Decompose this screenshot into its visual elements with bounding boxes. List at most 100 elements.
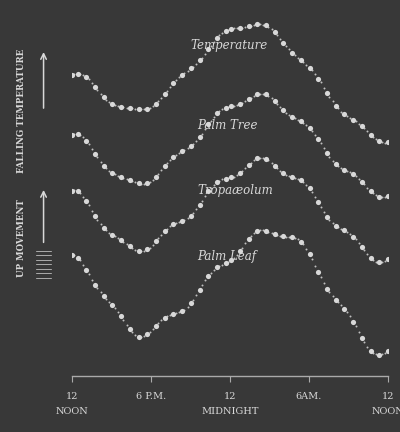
Point xyxy=(303,181,310,188)
Point xyxy=(309,67,315,74)
Point xyxy=(118,313,124,320)
Point xyxy=(291,234,298,241)
Point xyxy=(135,105,142,112)
Point xyxy=(344,167,350,174)
Point xyxy=(135,247,142,254)
Point xyxy=(179,148,185,155)
Point xyxy=(132,246,138,253)
Point xyxy=(176,149,182,156)
Point xyxy=(309,256,315,263)
Point xyxy=(298,57,304,64)
Point xyxy=(254,228,260,235)
Point xyxy=(338,164,344,171)
Point xyxy=(385,192,391,199)
Text: MIDNIGHT: MIDNIGHT xyxy=(201,407,259,416)
Point xyxy=(69,251,75,258)
Point xyxy=(184,215,191,222)
Point xyxy=(350,171,356,178)
Point xyxy=(162,228,168,235)
Point xyxy=(153,238,159,245)
Point xyxy=(385,139,391,146)
Point xyxy=(373,258,379,265)
Point xyxy=(237,169,243,176)
Point xyxy=(144,180,150,187)
Point xyxy=(283,109,289,116)
Point xyxy=(361,339,368,346)
Point xyxy=(315,75,322,82)
Point xyxy=(230,173,237,180)
Point xyxy=(260,227,266,234)
Point xyxy=(80,72,86,79)
Point xyxy=(260,21,266,28)
Point xyxy=(100,292,107,299)
Point xyxy=(332,222,339,229)
Point xyxy=(83,267,90,273)
Point xyxy=(135,333,142,340)
Point xyxy=(274,100,280,107)
Point xyxy=(312,262,318,269)
Point xyxy=(286,46,292,53)
Point xyxy=(239,168,246,175)
Point xyxy=(74,130,81,137)
Point xyxy=(80,261,86,268)
Point xyxy=(172,310,179,317)
Point xyxy=(265,23,272,30)
Point xyxy=(286,111,292,118)
Point xyxy=(74,254,81,261)
Point xyxy=(332,160,339,167)
Point xyxy=(300,119,306,126)
Point xyxy=(172,220,179,227)
Point xyxy=(129,245,135,251)
Point xyxy=(77,190,83,197)
Point xyxy=(335,224,341,231)
Point xyxy=(112,304,118,311)
Point xyxy=(356,175,362,182)
Point xyxy=(188,143,194,149)
Point xyxy=(248,233,254,240)
Point xyxy=(118,104,124,111)
Point xyxy=(162,314,168,321)
Point xyxy=(294,175,301,182)
Point xyxy=(277,232,284,239)
Point xyxy=(237,248,243,254)
Point xyxy=(155,320,162,327)
Point xyxy=(118,237,124,244)
Point xyxy=(277,104,284,111)
Point xyxy=(256,154,263,161)
Point xyxy=(118,313,124,320)
Point xyxy=(112,233,118,240)
Point xyxy=(216,108,222,114)
Point xyxy=(256,227,263,234)
Point xyxy=(127,105,133,111)
Point xyxy=(373,136,379,143)
Point xyxy=(237,24,243,31)
Point xyxy=(338,302,344,308)
Point xyxy=(127,177,133,184)
Point xyxy=(205,46,212,53)
Point xyxy=(315,199,322,206)
Point xyxy=(378,194,385,200)
Point xyxy=(135,247,142,254)
Point xyxy=(109,232,116,238)
Text: Temperature: Temperature xyxy=(190,39,268,52)
Point xyxy=(378,258,385,265)
Point xyxy=(315,269,322,276)
Point xyxy=(298,57,304,64)
Point xyxy=(228,174,234,181)
Point xyxy=(254,21,260,28)
Point xyxy=(94,86,100,93)
Point xyxy=(162,90,168,97)
Point xyxy=(124,321,130,328)
Point xyxy=(141,333,147,340)
Point xyxy=(332,222,339,229)
Point xyxy=(272,162,278,169)
Point xyxy=(106,229,112,236)
Point xyxy=(222,260,229,267)
Point xyxy=(385,256,391,263)
Point xyxy=(103,96,109,103)
Point xyxy=(265,228,272,235)
Point xyxy=(97,159,104,165)
Point xyxy=(378,351,385,358)
Point xyxy=(294,236,301,243)
Point xyxy=(309,188,315,195)
